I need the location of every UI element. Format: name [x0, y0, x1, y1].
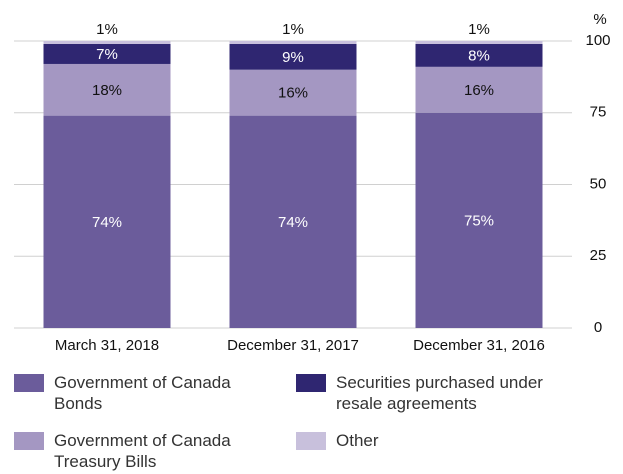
value-label: 16%	[278, 85, 308, 102]
bar-segment	[43, 43, 171, 64]
legend-label: Other	[336, 431, 379, 450]
legend-swatch	[14, 374, 44, 392]
x-tick-label: December 31, 2016	[413, 337, 545, 354]
y-axis-label: %	[593, 11, 606, 28]
x-tick-label: March 31, 2018	[55, 337, 159, 354]
bar-segment	[415, 66, 543, 113]
legend-swatch	[14, 432, 44, 450]
bar-segment	[415, 43, 543, 67]
value-label: 16%	[464, 82, 494, 99]
value-label: 9%	[282, 49, 304, 66]
x-tick-label: December 31, 2017	[227, 337, 359, 354]
plot: % 0 25 50 75 100 74% 18% 7% 1% March 31, 2018 74% 1…	[14, 11, 611, 354]
value-label: 1%	[96, 21, 118, 38]
bar-segment	[229, 69, 357, 116]
value-label: 8%	[468, 47, 490, 64]
value-label: 75%	[464, 212, 494, 229]
legend-label: Securities purchased under resale agreem…	[336, 373, 543, 413]
value-label: 1%	[468, 21, 490, 38]
bar-segment	[229, 43, 357, 70]
legend-swatch	[296, 374, 326, 392]
y-tick-label: 100	[585, 32, 610, 49]
bar-segment	[229, 41, 357, 44]
bar-segment	[229, 115, 357, 329]
y-tick-label: 50	[590, 175, 607, 192]
value-label: 7%	[96, 46, 118, 63]
bar-segment	[43, 115, 171, 329]
bar-segment	[43, 63, 171, 116]
legend-label: Government of Canada Treasury Bills	[54, 431, 231, 471]
y-tick-label: 75	[590, 104, 607, 121]
value-label: 74%	[278, 214, 308, 231]
y-tick-label: 25	[590, 247, 607, 264]
bar-segment	[415, 112, 543, 328]
bar-segment	[415, 41, 543, 44]
legend-swatch	[296, 432, 326, 450]
bar-segment	[43, 41, 171, 44]
legend-label: Government of Canada Bonds	[54, 373, 231, 413]
value-label: 18%	[92, 82, 122, 99]
value-label: 74%	[92, 214, 122, 231]
y-tick-label: 0	[594, 319, 602, 336]
value-label: 1%	[282, 21, 304, 38]
